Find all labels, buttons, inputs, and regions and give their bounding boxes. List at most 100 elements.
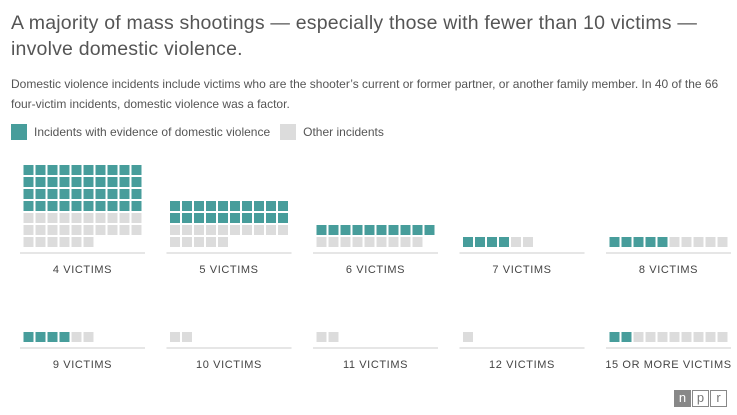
waffle-cell-dv — [499, 237, 509, 247]
category-label: 7 VICTIMS — [492, 264, 551, 276]
category-label: 11 VICTIMS — [343, 359, 408, 371]
waffle-cell-other — [23, 213, 34, 223]
waffle-cell-dv — [107, 177, 118, 187]
waffle-cell-other — [657, 332, 668, 342]
waffle-cell-dv — [23, 165, 34, 175]
waffle-cell-dv — [35, 201, 46, 211]
waffle-cell-other — [364, 237, 375, 247]
waffle-cell-dv — [83, 189, 94, 199]
waffle-cell-other — [47, 213, 58, 223]
waffle-cell-other — [83, 213, 94, 223]
waffle-cell-dv — [35, 332, 46, 342]
waffle-cell-dv — [266, 213, 276, 223]
waffle-cell-dv — [131, 189, 142, 199]
waffle-cell-other — [669, 332, 680, 342]
waffle-cell-other — [182, 332, 192, 342]
logo-letter-p: p — [692, 390, 709, 407]
waffle-cell-other — [278, 225, 288, 235]
waffle-cell-other — [170, 225, 180, 235]
waffle-cell-other — [107, 225, 118, 235]
waffle-cell-dv — [83, 165, 94, 175]
waffle-cell-other — [23, 237, 34, 247]
legend-label-other: Other incidents — [303, 125, 384, 139]
waffle-cell-dv — [23, 177, 34, 187]
waffle-cell-other — [71, 213, 82, 223]
waffle-cell-dv — [119, 189, 130, 199]
waffle-cell-dv — [23, 332, 34, 342]
waffle-cell-other — [645, 332, 656, 342]
waffle-cell-dv — [254, 213, 264, 223]
waffle-cell-dv — [376, 225, 387, 235]
waffle-cell-dv — [328, 225, 339, 235]
waffle-cell-other — [681, 332, 692, 342]
waffle-cell-other — [194, 225, 204, 235]
waffle-cell-dv — [71, 201, 82, 211]
waffle-cell-dv — [47, 332, 58, 342]
waffle-cell-dv — [131, 165, 142, 175]
legend-item-other: Other incidents — [280, 124, 384, 140]
waffle-cell-dv — [95, 201, 106, 211]
waffle-cell-other — [352, 237, 363, 247]
waffle-cell-other — [218, 237, 228, 247]
waffle-cell-dv — [609, 332, 620, 342]
waffle-cell-dv — [206, 201, 216, 211]
waffle-cell-other — [681, 237, 692, 247]
category-label: 9 VICTIMS — [53, 359, 112, 371]
waffle-cell-other — [376, 237, 387, 247]
waffle-cell-dv — [47, 189, 58, 199]
waffle-cell-dv — [230, 213, 240, 223]
waffle-cell-other — [412, 237, 423, 247]
waffle-cell-other — [316, 332, 327, 342]
waffle-cell-other — [47, 237, 58, 247]
waffle-cell-dv — [621, 237, 632, 247]
waffle-cell-other — [266, 225, 276, 235]
waffle-cell-dv — [657, 237, 668, 247]
waffle-cell-dv — [119, 177, 130, 187]
waffle-cell-dv — [119, 165, 130, 175]
waffle-cell-dv — [71, 189, 82, 199]
waffle-cell-other — [705, 332, 716, 342]
waffle-cell-dv — [95, 165, 106, 175]
chart-subtitle: Domestic violence incidents include vict… — [11, 77, 719, 111]
waffle-cell-dv — [182, 213, 192, 223]
waffle-cell-dv — [35, 189, 46, 199]
waffle-cell-other — [633, 332, 644, 342]
waffle-cell-dv — [35, 165, 46, 175]
waffle-cell-dv — [119, 201, 130, 211]
waffle-cell-dv — [47, 201, 58, 211]
waffle-cell-dv — [131, 201, 142, 211]
logo-letter-n: n — [674, 390, 691, 407]
waffle-cell-other — [35, 225, 46, 235]
waffle-cell-other — [194, 237, 204, 247]
waffle-cell-other — [218, 225, 228, 235]
waffle-cell-dv — [23, 189, 34, 199]
waffle-cell-other — [328, 332, 339, 342]
waffle-cell-dv — [316, 225, 327, 235]
waffle-cell-other — [693, 332, 704, 342]
waffle-cell-other — [71, 332, 82, 342]
waffle-cell-other — [206, 237, 216, 247]
waffle-cell-other — [254, 225, 264, 235]
category-label: 5 VICTIMS — [199, 264, 258, 276]
waffle-cell-dv — [352, 225, 363, 235]
waffle-cell-dv — [95, 177, 106, 187]
waffle-cell-other — [340, 237, 351, 247]
waffle-cell-other — [328, 237, 339, 247]
legend-swatch-other — [280, 124, 297, 140]
category-label: 4 VICTIMS — [53, 264, 112, 276]
waffle-cell-other — [400, 237, 411, 247]
waffle-cell-dv — [59, 177, 70, 187]
waffle-cell-dv — [107, 201, 118, 211]
waffle-cell-dv — [170, 201, 180, 211]
waffle-cell-dv — [475, 237, 485, 247]
waffle-cell-dv — [194, 201, 204, 211]
waffle-cell-dv — [47, 177, 58, 187]
waffle-cell-dv — [242, 201, 252, 211]
waffle-cell-other — [705, 237, 716, 247]
waffle-cell-dv — [170, 213, 180, 223]
category-label: 10 VICTIMS — [196, 359, 262, 371]
waffle-cell-other — [95, 213, 106, 223]
legend-label-dv: Incidents with evidence of domestic viol… — [34, 125, 271, 139]
waffle-cell-dv — [59, 189, 70, 199]
waffle-cell-dv — [621, 332, 632, 342]
